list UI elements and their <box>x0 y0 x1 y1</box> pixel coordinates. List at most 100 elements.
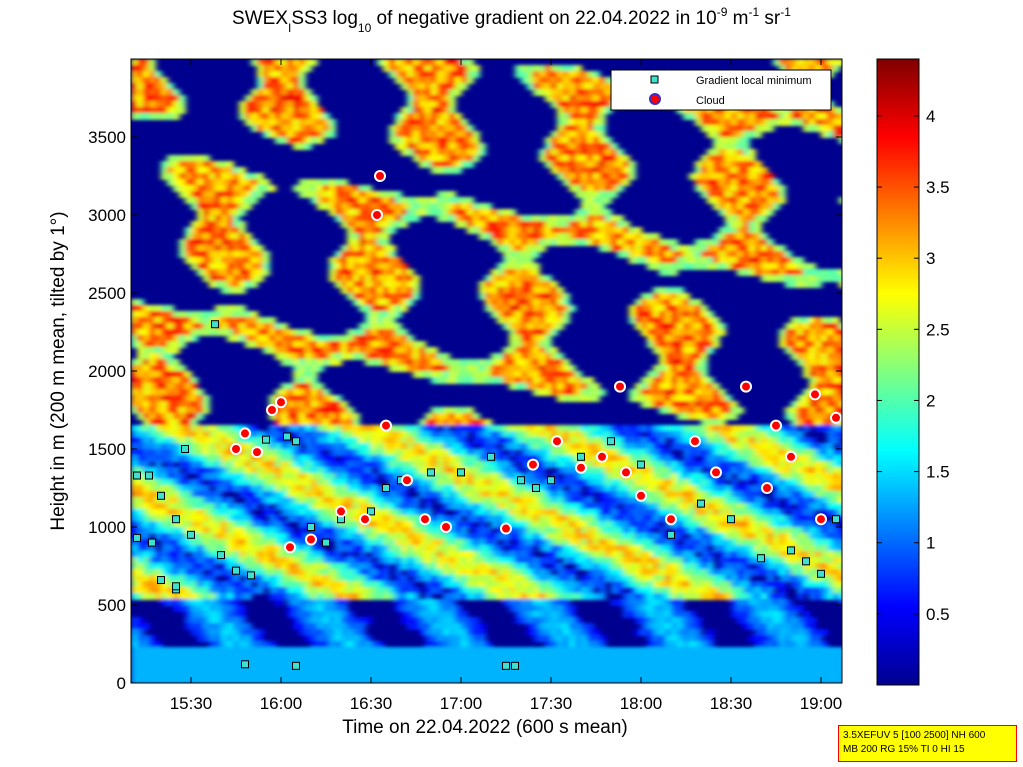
gradient-minimum-point <box>607 437 615 446</box>
y-tick-label: 1000 <box>88 518 126 537</box>
legend-label-cloud: Cloud <box>696 95 725 107</box>
x-tick-label: 18:30 <box>710 694 753 713</box>
x-tick-label: 18:00 <box>620 694 663 713</box>
gradient-minimum-point <box>757 554 765 563</box>
gradient-minimum-point <box>292 661 300 670</box>
y-tick-label: 2500 <box>88 284 126 303</box>
gradient-minimum-point <box>148 538 156 547</box>
gradient-minimum-point <box>217 551 225 560</box>
gradient-minimum-point <box>262 435 270 444</box>
legend-marker-gradient-minimum <box>650 75 659 84</box>
gradient-minimum-point <box>532 484 540 492</box>
gradient-minimum-point <box>322 538 330 547</box>
legend: Gradient local minimum Cloud <box>610 69 832 111</box>
gradient-minimum-point <box>145 471 153 480</box>
gradient-minimum-point <box>457 468 465 477</box>
gradient-minimum-point <box>487 452 495 461</box>
cloud-point <box>266 404 278 416</box>
x-tick-label: 15:30 <box>170 694 213 713</box>
gradient-minimum-point <box>637 460 645 469</box>
cloud-point <box>689 435 701 448</box>
x-tick-label: 17:30 <box>530 694 573 713</box>
cloud-point <box>500 522 512 535</box>
gradient-minimum-point <box>697 499 705 508</box>
cloud-point <box>251 446 263 459</box>
x-tick-label: 17:00 <box>440 694 483 713</box>
y-axis-label: Height in m (200 m mean, tilted by 1°) <box>48 211 69 531</box>
y-tick-label: 1500 <box>88 440 126 459</box>
cloud-point <box>419 513 431 526</box>
cloud-point <box>380 419 392 432</box>
gradient-minimum-point <box>133 471 141 480</box>
cloud-point <box>305 533 317 546</box>
x-tick-label: 16:00 <box>260 694 303 713</box>
cloud-point <box>665 513 677 526</box>
gradient-minimum-point <box>172 515 180 524</box>
cloud-point <box>614 380 626 393</box>
cloud-point <box>551 435 563 448</box>
cloud-point <box>635 489 647 502</box>
cloud-point <box>275 396 287 409</box>
gradient-minimum-point <box>427 468 435 477</box>
gradient-minimum-point <box>832 515 840 524</box>
colorbar-tick-label: 3.5 <box>926 178 950 197</box>
colorbar-tick-label: 1 <box>926 534 935 553</box>
cloud-point <box>335 505 347 518</box>
cloud-point <box>374 170 386 182</box>
gradient-minimum-point <box>667 530 675 539</box>
cloud-point <box>239 427 251 440</box>
gradient-minimum-point <box>502 661 510 670</box>
x-axis: 15:30 16:00 16:30 17:00 17:30 18:00 18:30 19:00 <box>170 59 843 713</box>
gradient-minimum-point <box>511 661 519 670</box>
gradient-minimum-point <box>157 491 165 500</box>
cloud-point <box>596 450 608 463</box>
cloud-point <box>284 541 296 554</box>
colorbar-tick-label: 3 <box>926 249 935 268</box>
gradient-minimum-point <box>241 660 249 669</box>
gradient-minimum-point <box>727 515 735 524</box>
colorbar-tick-label: 2.5 <box>926 320 950 339</box>
cloud-point <box>359 513 371 526</box>
cloud-point <box>815 513 827 526</box>
gradient-minimum-point <box>307 523 315 531</box>
gradient-minimum-point <box>787 546 795 555</box>
cloud-point <box>230 443 242 455</box>
plot-area <box>131 59 842 683</box>
cloud-point <box>440 521 452 533</box>
gradient-minimum-point <box>547 476 555 485</box>
cloud-point <box>785 450 797 463</box>
cloud-point <box>770 419 782 432</box>
cloud-point <box>527 458 539 471</box>
colorbar-tick-label: 4 <box>926 107 935 126</box>
gradient-minimum-point <box>172 582 180 591</box>
cloud-point <box>401 474 413 487</box>
legend-label-gradient-minimum: Gradient local minimum <box>696 75 812 87</box>
gradient-minimum-point <box>133 533 141 542</box>
y-tick-label: 2000 <box>88 362 126 381</box>
gradient-minimum-point <box>283 432 291 441</box>
y-tick-label: 0 <box>117 674 126 693</box>
y-tick-label: 3000 <box>88 206 126 225</box>
y-tick-label: 3500 <box>88 128 126 147</box>
colorbar-gradient <box>876 58 920 686</box>
gradient-minimum-point <box>157 576 165 585</box>
gradient-minimum-point <box>802 557 810 566</box>
cloud-point <box>620 466 632 479</box>
x-tick-label: 19:00 <box>800 694 843 713</box>
x-tick-label: 16:30 <box>350 694 393 713</box>
gradient-minimum-point <box>232 566 240 575</box>
settings-info-box: 3.5XEFUV 5 [100 2500] NH 600 MB 200 RG 1… <box>838 725 1017 762</box>
cloud-point <box>761 482 773 494</box>
gradient-minimum-point <box>181 445 189 453</box>
info-line-1: 3.5XEFUV 5 [100 2500] NH 600 <box>843 730 986 741</box>
y-axis: 0 500 1000 1500 2000 2500 3000 3500 <box>88 128 842 693</box>
cloud-point <box>809 388 821 401</box>
gradient-minimum-point <box>817 569 825 578</box>
cloud-point <box>740 380 752 393</box>
gradient-minimum-point <box>187 530 195 539</box>
legend-box <box>610 69 832 111</box>
gradient-minimum-point <box>211 320 219 329</box>
chart-title: SWEXISS3 log10 of negative gradient on 2… <box>232 5 791 35</box>
cloud-point <box>371 209 383 221</box>
